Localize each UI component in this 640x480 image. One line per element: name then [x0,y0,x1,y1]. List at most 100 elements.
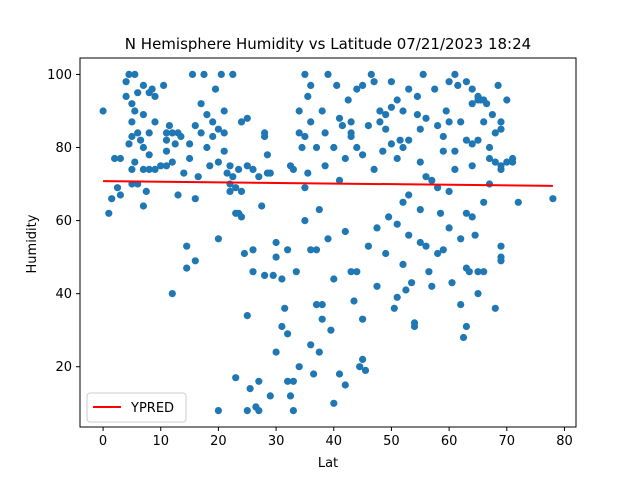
y-tick-label: 100 [47,68,72,83]
data-point [494,81,502,89]
data-point [367,70,375,78]
data-point [284,377,292,385]
chart-title: N Hemisphere Humidity vs Latitude 07/21/… [125,35,531,53]
data-point [295,363,303,371]
data-point [174,191,182,199]
data-point [281,304,289,312]
data-point [151,92,159,100]
legend-box [86,392,187,423]
data-point [462,322,470,331]
data-point [286,392,295,400]
data-point [131,158,139,166]
data-point [393,96,401,104]
y-tick-label: 80 [55,141,72,156]
regression-line [103,180,553,187]
data-point [497,165,505,173]
data-point [422,173,430,181]
data-point [162,129,171,137]
data-point [312,143,321,152]
data-point [315,206,323,214]
data-point [183,242,191,250]
x-tick-label: 30 [268,434,285,449]
y-tick-label: 20 [55,360,72,375]
data-point [272,253,280,261]
data-point [468,100,476,108]
data-point [503,158,511,166]
data-point [165,122,173,130]
regression-layer [103,180,553,187]
data-point [376,118,384,126]
data-point [151,165,159,173]
data-point [246,385,254,393]
data-point [338,122,346,130]
data-point [359,151,367,159]
data-point [312,246,321,254]
data-point [292,268,300,276]
data-point [373,282,381,290]
data-point [214,407,222,415]
data-point [235,165,243,173]
data-point [347,132,355,141]
data-point [162,147,171,155]
data-point [269,271,277,279]
data-point [263,151,271,159]
data-point [416,206,424,214]
data-point [508,158,517,166]
data-point [390,304,398,312]
data-point [549,195,557,203]
data-point [413,92,421,100]
data-point [240,249,248,258]
data-point [177,132,185,141]
y-axis-label: Humidity [25,214,40,273]
data-point [220,129,228,137]
data-point [457,301,465,309]
data-point [410,319,419,327]
data-point [162,162,171,170]
data-point [148,85,156,93]
data-point [151,118,159,126]
data-point [445,224,453,232]
data-point [226,187,234,195]
data-point [485,154,494,163]
data-point [485,143,494,152]
data-point [399,143,407,152]
data-point [203,111,211,119]
data-point [211,85,220,93]
data-point [445,78,453,86]
data-point [131,70,139,78]
data-point [307,118,315,126]
data-point [266,392,274,400]
data-point [321,162,329,170]
data-point [376,107,384,115]
data-point [485,180,494,188]
data-point [330,399,338,407]
data-point [203,143,211,152]
x-tick-label: 20 [210,434,227,449]
data-point [373,224,381,232]
data-point [382,111,390,119]
data-point [128,165,136,173]
data-point [491,304,499,312]
y-tick-label: 40 [55,287,72,302]
data-point [416,158,424,166]
data-point [416,125,424,133]
data-point [304,92,312,100]
data-point [301,184,309,192]
data-point [226,162,234,170]
x-tick-label: 80 [556,434,573,449]
data-point [474,136,482,144]
data-point [307,341,315,349]
data-point [330,143,338,152]
data-point [425,268,433,276]
data-point [237,187,246,195]
data-points [99,70,557,415]
data-point [359,355,367,363]
data-point [160,81,168,89]
data-point [223,169,231,177]
data-point [139,111,147,119]
data-point [278,275,286,283]
data-point [99,107,107,115]
data-point [428,282,436,290]
data-point [122,78,130,86]
